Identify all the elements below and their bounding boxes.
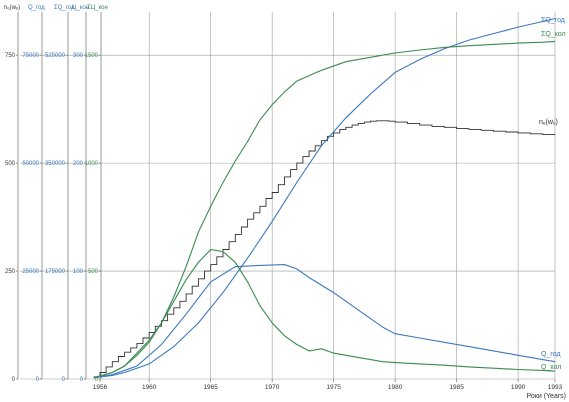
x-tick-label: 1985 [449,384,464,391]
x-tick-label: 1975 [326,384,341,391]
y-tick-label: 350000 [45,161,66,167]
y-tick-label: 1000 [85,161,99,167]
y-tick-label: 1500 [85,53,99,59]
series-label: ΣQ_кол [541,31,566,38]
series-line-nₑ(wₑ) [93,120,556,378]
series-line-ΣQ_год [93,17,556,379]
y-tick-label: 0 [80,377,84,383]
y-tick-label: 300 [73,53,84,59]
y-axis-header: ΣQ_год [54,5,75,11]
y-tick-label: 0 [62,377,66,383]
y-tick-label: 25000 [22,269,39,275]
grid [20,12,556,380]
series-lines [93,17,556,379]
x-tick-label: 1965 [203,384,218,391]
y-tick-label: 100 [73,269,84,275]
y-tick-label: 500 [5,161,16,167]
y-axis-header: ΣЦ_кон [87,5,108,11]
x-tick-label: 1993 [548,384,563,391]
series-line-Q_год [93,264,556,379]
x-tick-label: 1956 [93,384,108,391]
series-label: nₑ(wₑ) [539,119,558,126]
y-axes: nₑ(wₑ)7505002500Q_год7500050000250000ΣQ_… [4,5,108,383]
series-label: ΣQ_год [541,17,565,24]
y-tick-label: 75000 [22,53,39,59]
x-tick-label: 1960 [142,384,157,391]
series-label: Q_кол [541,364,561,371]
y-tick-label: 50000 [22,161,39,167]
x-tick-label: 1990 [511,384,526,391]
y-axis-header: nₑ(wₑ) [4,5,20,11]
series-labels: nₑ(wₑ) ΣQ_год ΣQ_кол Q_год Q_кол [539,17,566,371]
y-tick-label: 525000 [45,53,66,59]
y-tick-label: 0 [95,377,99,383]
x-tick-label: 1980 [388,384,403,391]
series-line-Q_кол [93,248,556,379]
y-tick-label: 175000 [45,269,66,275]
y-tick-label: 0 [36,377,40,383]
x-axis: 1956 1960 1965 1970 1975 1980 1985 1990 1993 [93,379,563,391]
y-axis-header: Ц_кон [72,5,89,11]
y-tick-label: 250 [5,269,16,275]
y-axis-header: Q_год [28,5,45,11]
x-tick-label: 1970 [265,384,280,391]
x-axis-label: Роки (Years) [527,393,566,400]
series-label: Q_год [541,351,561,358]
series-line-ΣQ_кол [93,40,556,379]
y-tick-label: 500 [88,269,99,275]
y-tick-label: 200 [73,161,84,167]
y-tick-label: 750 [5,53,16,59]
y-tick-label: 0 [12,377,16,383]
